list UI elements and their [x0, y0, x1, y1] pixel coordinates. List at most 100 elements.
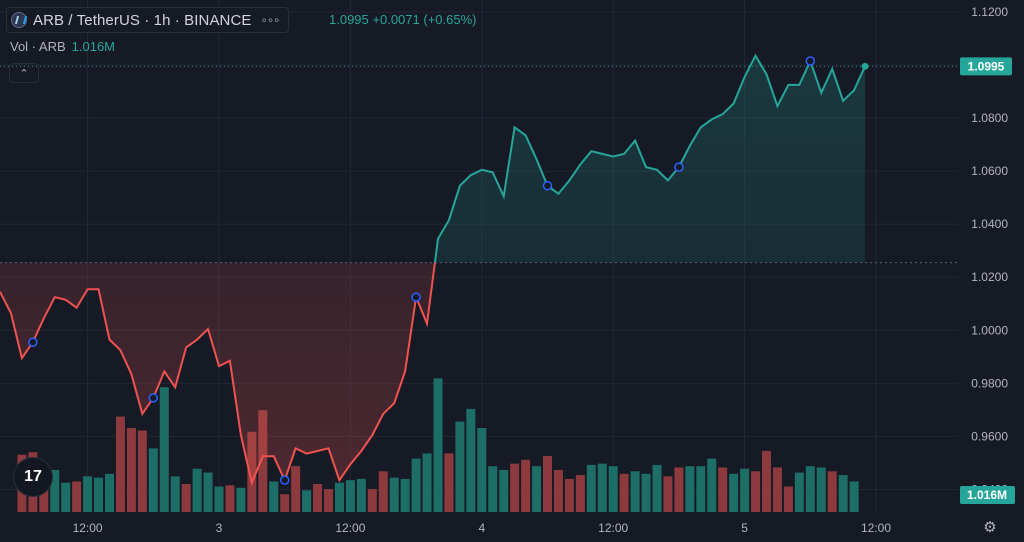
volume-bar [214, 486, 224, 512]
time-axis: 12:00 3 12:00 4 12:00 5 12:00 [73, 521, 892, 535]
price-marker [28, 337, 38, 347]
volume-bar [740, 468, 750, 512]
volume-bar [696, 466, 706, 512]
volume-bar [608, 466, 618, 512]
volume-bar [72, 481, 82, 512]
last-price-dot [861, 62, 869, 70]
symbol-header[interactable]: ARB / TetherUS · 1h · BINANCE ◦◦◦ [6, 7, 290, 33]
volume-bar [630, 471, 640, 512]
price-tick-label: 1.0400 [971, 217, 1008, 231]
price-marker [148, 393, 159, 403]
price-change: +0.0071 [372, 12, 420, 27]
volume-bar [302, 490, 312, 512]
volume-bar [455, 421, 465, 512]
more-dots-icon[interactable]: ◦◦◦ [261, 11, 281, 29]
price-line-up [433, 53, 866, 263]
volume-bar [280, 494, 290, 512]
volume-bar [838, 475, 848, 512]
price-tick-label: 1.1200 [971, 5, 1008, 19]
volume-bar [674, 467, 684, 512]
volume-bar [718, 467, 728, 512]
collapse-legend-button[interactable]: ⌃ [9, 63, 39, 83]
price-axis: 1.12001.10001.08001.06001.04001.02001.00… [960, 5, 1015, 504]
last-price-badge [960, 57, 1012, 76]
time-tick-label: 12:00 [73, 521, 103, 535]
volume-bar [816, 467, 826, 512]
volume-bar [652, 464, 662, 512]
volume-legend: Vol · ARB 1.016M [10, 39, 115, 54]
time-tick-label: 4 [478, 521, 485, 535]
chevron-up-icon: ⌃ [19, 67, 29, 80]
volume-bar [849, 481, 859, 512]
volume-bar [61, 482, 71, 512]
volume-bar [827, 471, 837, 512]
volume-bar [783, 486, 793, 512]
volume-bar [444, 453, 454, 512]
price-lines [0, 53, 958, 487]
volume-bar [553, 470, 563, 512]
symbol-title: ARB / TetherUS · 1h · BINANCE [33, 11, 252, 29]
volume-bar [597, 463, 607, 512]
price-tick-label: 0.9800 [971, 376, 1008, 390]
volume-bar [126, 428, 136, 512]
volume-badge [960, 486, 1015, 504]
price-marker [674, 162, 684, 172]
volume-bar [543, 456, 552, 512]
volume-bar [137, 430, 147, 512]
baseline-areas [0, 55, 958, 483]
time-tick-label: 12:00 [861, 521, 891, 535]
volume-bar [729, 473, 739, 512]
price-line-down [0, 262, 436, 487]
volume-bar [170, 476, 180, 512]
volume-bar [181, 484, 191, 512]
price-quote: 1.0995 +0.0071 (+0.65%) [329, 12, 477, 27]
volume-bar [203, 472, 213, 512]
arbitrum-logo-icon [11, 12, 27, 28]
volume-bar [532, 466, 542, 512]
volume-bar [345, 480, 355, 512]
time-tick-label: 12:00 [598, 521, 628, 535]
volume-bar [389, 477, 399, 512]
price-marker [279, 475, 290, 485]
volume-bar [707, 458, 717, 512]
volume-bar [575, 475, 585, 512]
volume-bar [521, 459, 531, 512]
last-price-badge-text: 1.0995 [968, 59, 1005, 73]
volume-bar [334, 482, 344, 512]
volume-bar [619, 473, 629, 512]
price-markers [28, 56, 869, 485]
volume-bar [477, 428, 487, 512]
volume-bar [225, 485, 235, 512]
volume-bar [772, 467, 782, 512]
volume-bar [641, 473, 651, 512]
time-tick-label: 3 [216, 521, 223, 535]
volume-bar [356, 478, 366, 512]
tradingview-logo-icon[interactable]: 17 [14, 458, 52, 496]
volume-bar [794, 472, 804, 512]
volume-bar [564, 478, 574, 512]
volume-bar [805, 466, 815, 512]
volume-legend-value: 1.016M [71, 39, 116, 54]
volume-bar [433, 378, 443, 512]
price-tick-label: 0.9600 [971, 429, 1008, 443]
volume-legend-label: Vol · ARB [10, 39, 66, 54]
volume-bar [291, 466, 301, 512]
time-tick-label: 12:00 [335, 521, 365, 535]
volume-bar [236, 487, 246, 512]
volume-bar [751, 471, 761, 512]
price-marker [805, 56, 816, 66]
price-tick-label: 1.0600 [971, 164, 1008, 178]
settings-gear-icon[interactable]: ⚙ [983, 519, 997, 536]
volume-bar [762, 450, 771, 512]
volume-bar [378, 471, 388, 512]
volume-badge-text: 1.016M [967, 488, 1007, 502]
volume-bar [50, 470, 60, 512]
price-tick-label: 1.0800 [971, 111, 1008, 125]
volume-bar [105, 473, 114, 512]
volume-bar [192, 468, 202, 512]
volume-bar [411, 458, 421, 512]
volume-bar [499, 470, 509, 512]
volume-bar [94, 477, 104, 512]
volume-bar [269, 481, 279, 512]
